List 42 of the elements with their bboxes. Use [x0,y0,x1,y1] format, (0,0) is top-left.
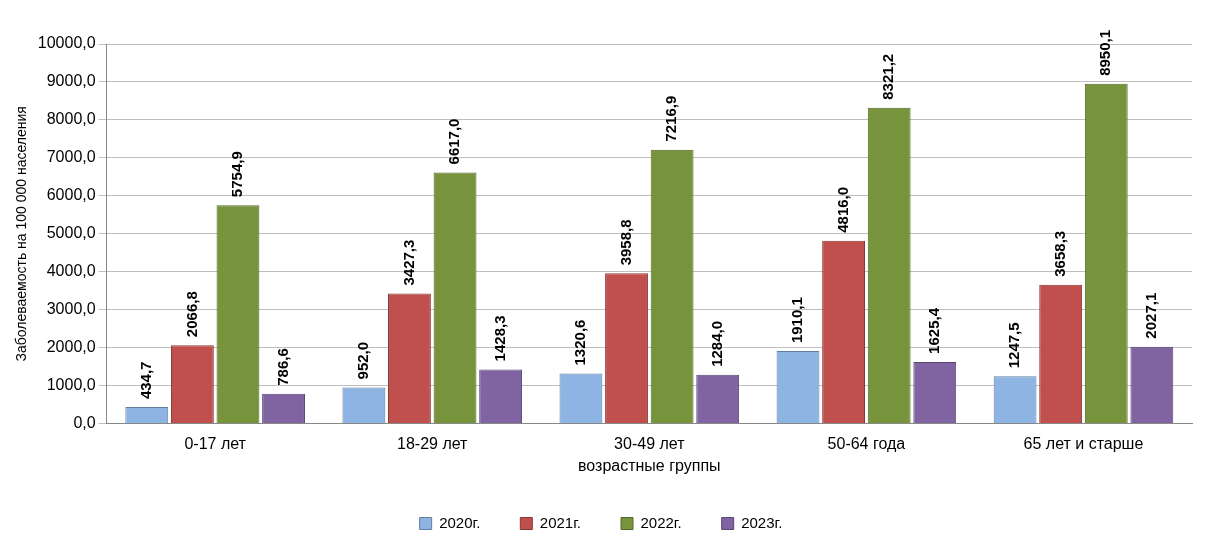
y-tick-label: 6000,0 [46,186,96,204]
data-label: 7216,9 [662,95,680,142]
legend-label: 2021г. [539,513,582,531]
y-axis-title: Заболеваемость на 100 000 населения [13,106,30,362]
y-tick-label: 8000,0 [46,110,96,128]
data-label: 1910,1 [788,297,806,344]
y-tick-label: 10000,0 [37,34,96,52]
y-tick-label: 1000,0 [46,376,96,394]
x-tick-label: 65 лет и старше [1023,434,1144,452]
x-axis-title: возрастные группы [578,456,721,474]
legend-label: 2023г. [741,513,783,531]
data-label: 6617,0 [445,118,463,165]
data-label: 1284,0 [707,320,725,367]
data-label: 1625,4 [924,307,942,354]
y-tick-label: 3000,0 [46,300,96,318]
data-label: 4816,0 [833,186,851,233]
data-label: 8950,1 [1096,29,1114,76]
x-tick-label: 0-17 лет [184,434,247,452]
legend-label: 2022г. [640,513,682,531]
x-tick-label: 30-49 лет [614,434,686,452]
data-label: 952,0 [354,341,372,380]
y-tick-label: 0,0 [73,414,96,432]
data-label: 5754,9 [228,151,246,198]
data-label: 1320,6 [571,319,589,366]
data-label: 2027,1 [1141,292,1159,339]
data-label: 8321,2 [879,53,897,100]
y-tick-label: 4000,0 [46,262,96,280]
data-label: 1247,5 [1005,322,1023,369]
y-tick-label: 5000,0 [46,224,96,242]
y-tick-label: 2000,0 [46,338,96,356]
data-label: 434,7 [136,361,154,400]
x-tick-label: 18-29 лет [397,434,469,452]
y-tick-label: 7000,0 [46,148,96,166]
data-label: 3958,8 [616,219,634,266]
data-label: 2066,8 [182,291,200,338]
legend-label: 2020г. [439,513,481,531]
data-label: 786,6 [273,348,291,386]
data-label: 1428,3 [490,315,508,362]
x-tick-label: 50-64 года [827,434,906,452]
data-label: 3658,3 [1050,230,1068,277]
data-label: 3427,3 [399,239,417,286]
y-tick-label: 9000,0 [46,72,96,90]
